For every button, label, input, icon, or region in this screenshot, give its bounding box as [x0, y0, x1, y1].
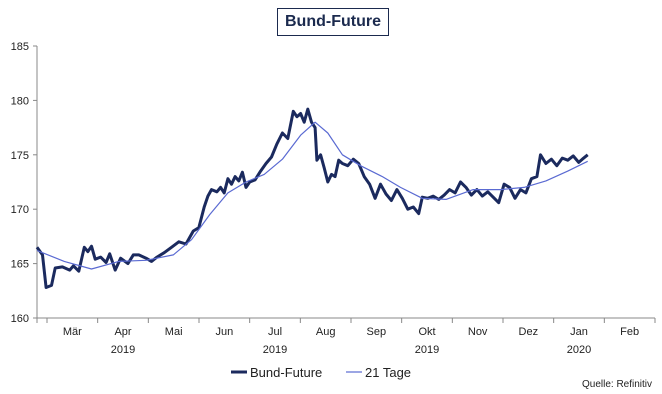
x-year-label: 2020 [567, 344, 591, 356]
x-year-label: 2019 [111, 344, 135, 356]
series-layer [35, 107, 589, 289]
source-note: Quelle: Refinitiv [582, 379, 653, 390]
y-tick-label: 170 [11, 204, 29, 216]
x-year-label: 2019 [415, 344, 439, 356]
x-tick-label: Dez [519, 326, 539, 338]
y-tick-label: 160 [11, 313, 29, 325]
y-axis: 160 165 170 175 180 185 [11, 41, 37, 325]
x-tick-label: Okt [418, 326, 435, 338]
x-tick-label: Mai [165, 326, 183, 338]
y-tick-label: 185 [11, 41, 29, 53]
x-year-label: 2019 [263, 344, 287, 356]
y-tick-label: 180 [11, 95, 29, 107]
series-line-bund-future [35, 107, 589, 289]
x-tick-label: Jun [215, 326, 233, 338]
x-tick-label: Jan [570, 326, 588, 338]
x-tick-label: Sep [367, 326, 387, 338]
plot-area [36, 46, 655, 319]
x-tick-label: Mär [63, 326, 82, 338]
y-tick-label: 165 [11, 259, 29, 271]
x-tick-label: Feb [620, 326, 639, 338]
x-axis: Mär Apr Mai Jun Jul Aug Sep Okt Nov Dez Jan Feb 2019… [36, 318, 656, 356]
series-line-21-tage [36, 121, 588, 270]
y-tick-label: 175 [11, 150, 29, 162]
legend: Bund-Future 21 Tage [231, 365, 411, 380]
x-tick-label: Aug [316, 326, 336, 338]
legend-label: Bund-Future [250, 365, 322, 380]
chart-title: Bund-Future [277, 8, 389, 36]
x-tick-label: Apr [114, 326, 131, 338]
x-tick-label: Nov [468, 326, 488, 338]
x-tick-label: Jul [268, 326, 282, 338]
legend-label: 21 Tage [365, 365, 411, 380]
